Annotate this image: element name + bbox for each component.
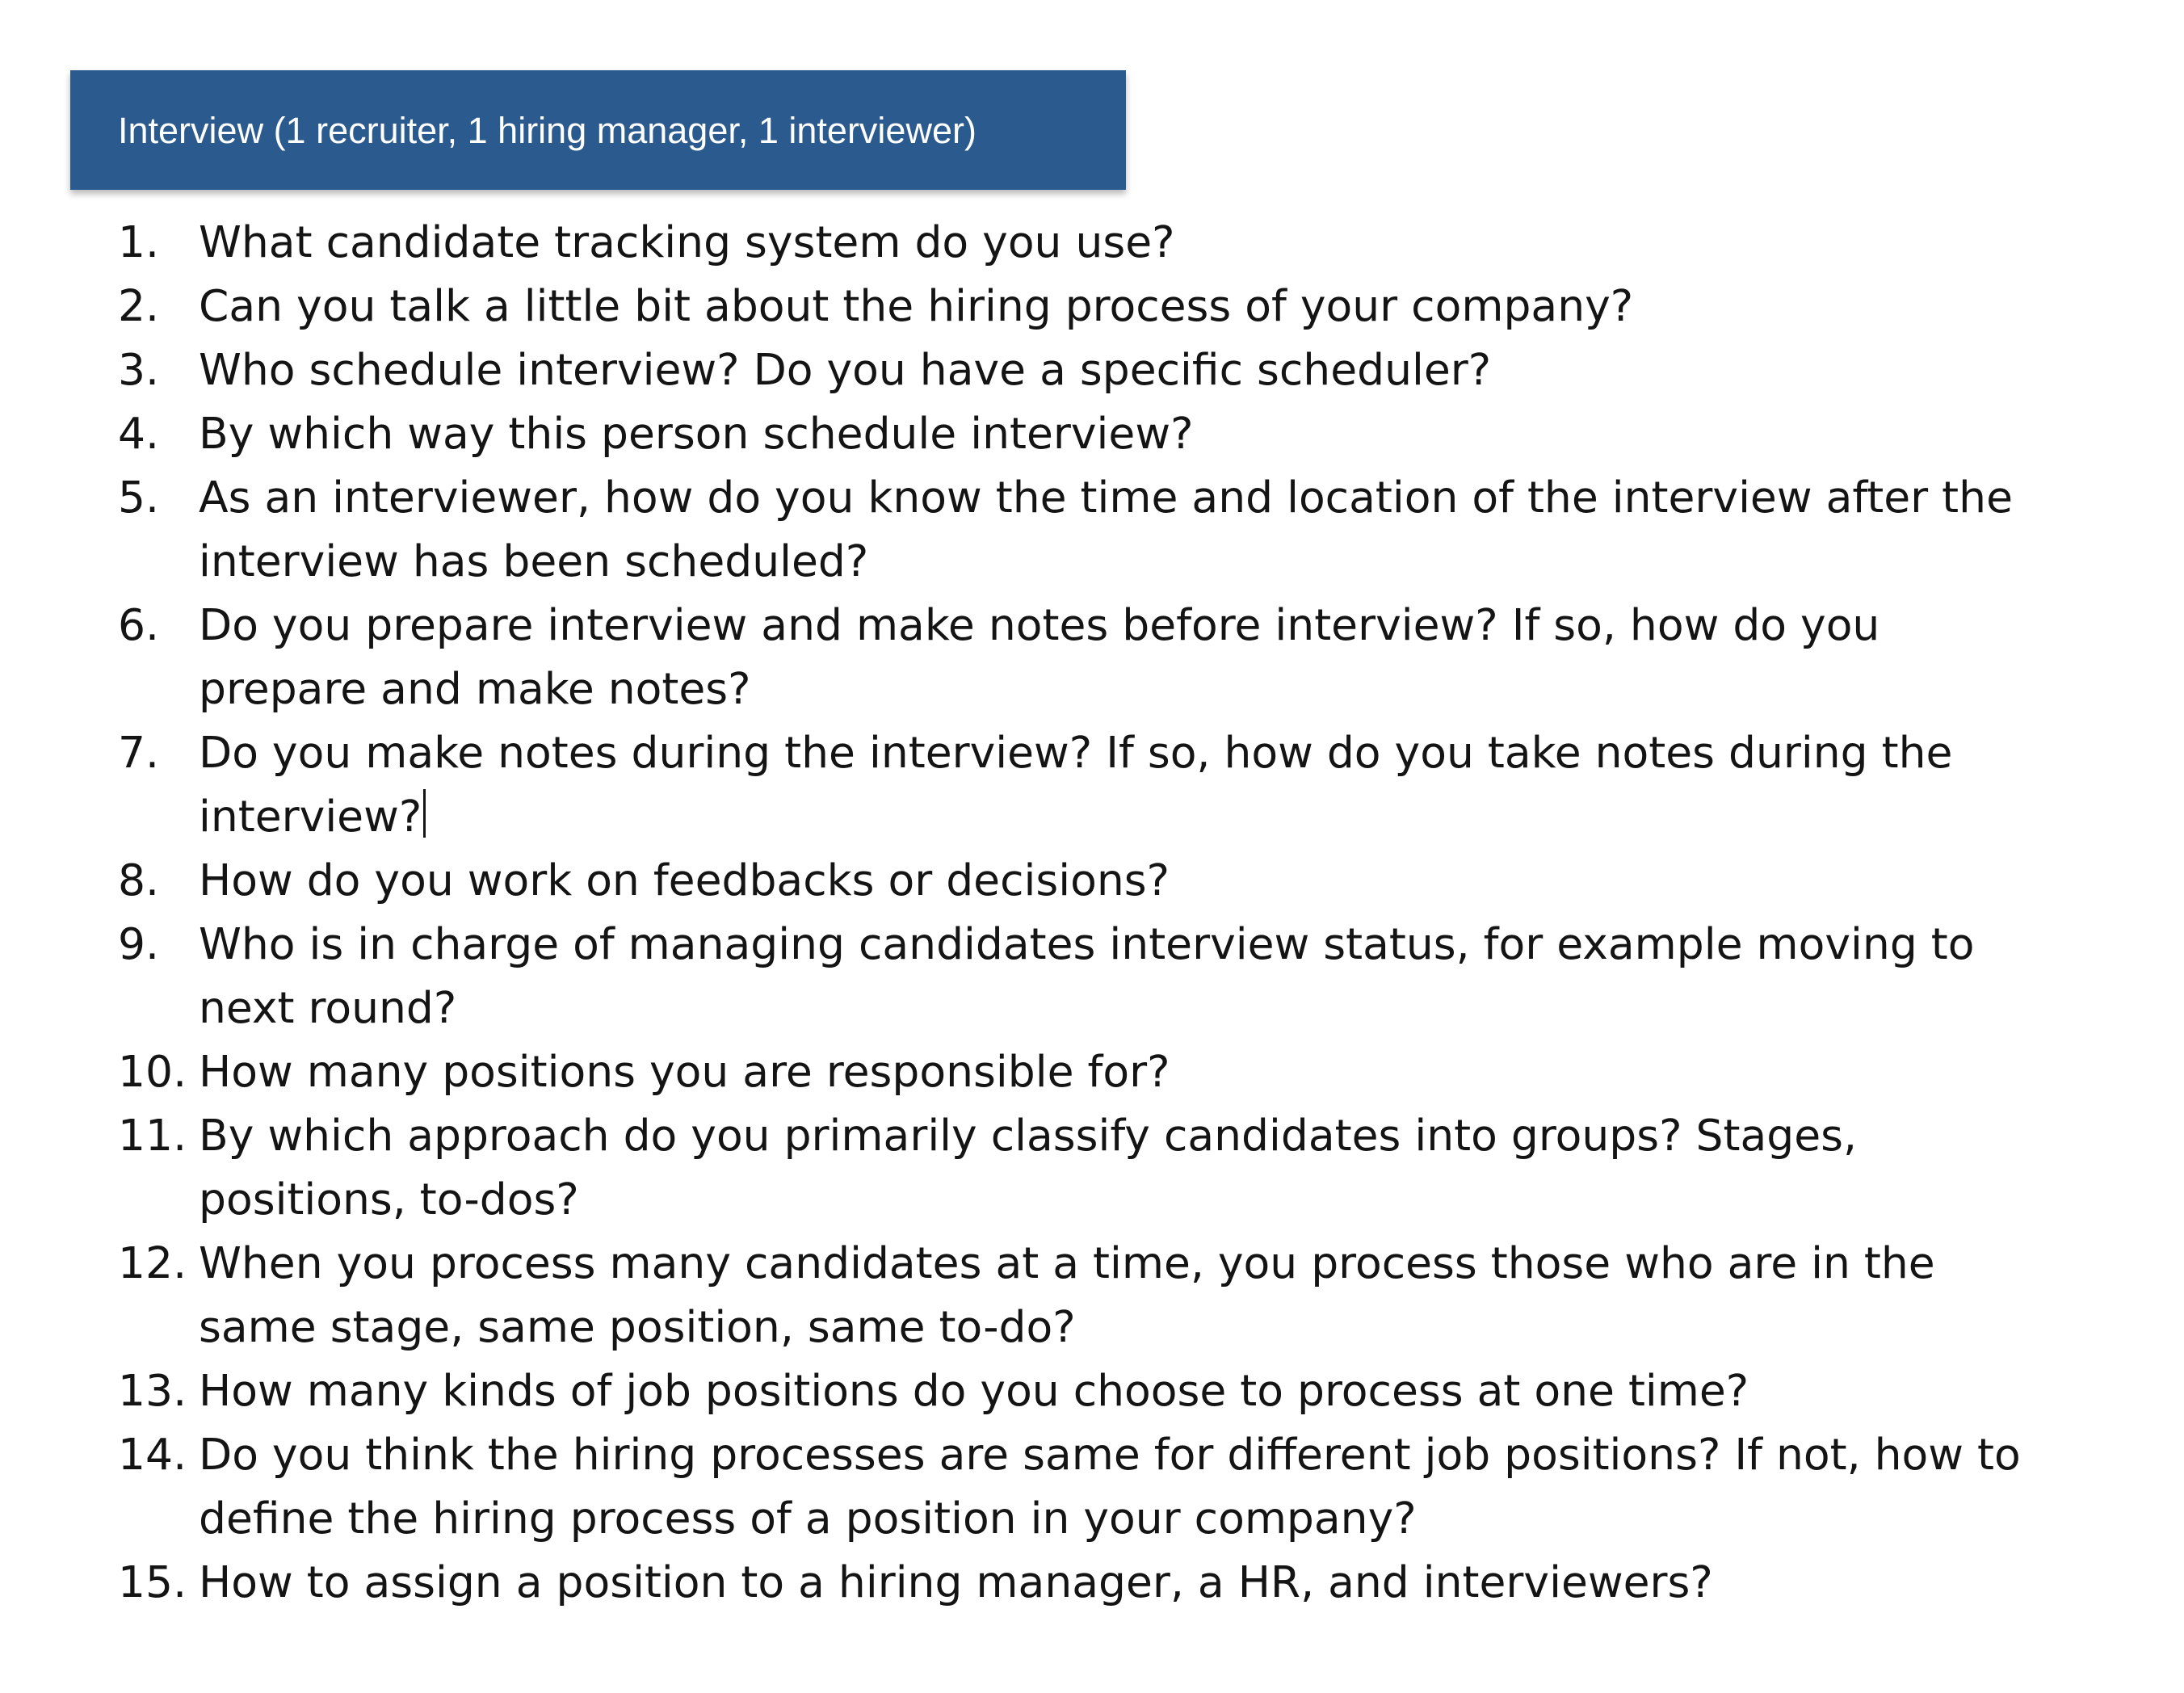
question-line: interview has been scheduled? [199, 536, 869, 586]
question-item: 2. Can you talk a little bit about the h… [118, 274, 2121, 338]
question-item: 6. Do you prepare interview and make not… [118, 593, 2121, 720]
question-line: define the hiring process of a position … [199, 1493, 1417, 1544]
question-number: 5. [118, 472, 160, 523]
question-line: How many kinds of job positions do you c… [199, 1365, 1749, 1416]
question-item: 7. Do you make notes during the intervie… [118, 720, 2121, 848]
question-list: 1. What candidate tracking system do you… [118, 210, 2121, 1614]
question-text: How many positions you are responsible f… [199, 1040, 2121, 1103]
question-number: 1. [118, 216, 160, 267]
question-line: same stage, same position, same to-do? [199, 1301, 1076, 1352]
question-item: 8. How do you work on feedbacks or decis… [118, 848, 2121, 912]
question-item: 3. Who schedule interview? Do you have a… [118, 338, 2121, 401]
question-item: 13. How many kinds of job positions do y… [118, 1359, 2121, 1422]
question-item: 12. When you process many candidates at … [118, 1231, 2121, 1359]
question-text: What candidate tracking system do you us… [199, 210, 2121, 274]
question-number: 9. [118, 918, 160, 969]
header-title: Interview (1 recruiter, 1 hiring manager… [118, 109, 976, 151]
question-item: 14. Do you think the hiring processes ar… [118, 1422, 2121, 1550]
question-text: How to assign a position to a hiring man… [199, 1550, 2121, 1614]
question-item: 15. How to assign a position to a hiring… [118, 1550, 2121, 1614]
question-number: 2. [118, 280, 160, 331]
question-number: 3. [118, 344, 160, 395]
question-line: next round? [199, 982, 457, 1033]
question-text: Who is in charge of managing candidates … [199, 912, 2121, 1040]
question-text: When you process many candidates at a ti… [199, 1231, 2121, 1359]
question-number: 8. [118, 855, 160, 905]
question-text: Who schedule interview? Do you have a sp… [199, 338, 2121, 401]
header-banner: Interview (1 recruiter, 1 hiring manager… [70, 70, 1126, 190]
text-cursor [423, 789, 426, 838]
question-line: What candidate tracking system do you us… [199, 216, 1175, 267]
question-number: 4. [118, 408, 160, 459]
question-line: How do you work on feedbacks or decision… [199, 855, 1170, 905]
question-line: As an interviewer, how do you know the t… [199, 472, 2013, 523]
question-line: Do you think the hiring processes are sa… [199, 1429, 2021, 1480]
question-text: As an interviewer, how do you know the t… [199, 465, 2121, 593]
question-number: 7. [118, 727, 160, 778]
question-text: Do you think the hiring processes are sa… [199, 1422, 2121, 1550]
question-text: Do you prepare interview and make notes … [199, 593, 2121, 720]
question-item: 10. How many positions you are responsib… [118, 1040, 2121, 1103]
question-item: 4. By which way this person schedule int… [118, 401, 2121, 465]
question-item: 1. What candidate tracking system do you… [118, 210, 2121, 274]
question-text: Can you talk a little bit about the hiri… [199, 274, 2121, 338]
question-text: By which approach do you primarily class… [199, 1103, 2121, 1231]
question-number: 12. [118, 1237, 187, 1288]
question-text: How do you work on feedbacks or decision… [199, 848, 2121, 912]
question-number: 14. [118, 1429, 187, 1480]
question-number: 11. [118, 1110, 187, 1161]
question-line: interview? [199, 791, 422, 842]
question-line: Who is in charge of managing candidates … [199, 918, 1975, 969]
question-line: How to assign a position to a hiring man… [199, 1556, 1713, 1607]
question-line: Who schedule interview? Do you have a sp… [199, 344, 1492, 395]
question-text: Do you make notes during the interview? … [199, 720, 2121, 848]
question-number: 6. [118, 599, 160, 650]
question-line: Do you prepare interview and make notes … [199, 599, 1880, 650]
question-text: By which way this person schedule interv… [199, 401, 2121, 465]
question-number: 13. [118, 1365, 187, 1416]
question-line: By which way this person schedule interv… [199, 408, 1194, 459]
question-line: Can you talk a little bit about the hiri… [199, 280, 1634, 331]
question-line: Do you make notes during the interview? … [199, 727, 1953, 778]
question-number: 15. [118, 1556, 187, 1607]
question-line: By which approach do you primarily class… [199, 1110, 1858, 1161]
question-line: prepare and make notes? [199, 663, 751, 714]
question-text: How many kinds of job positions do you c… [199, 1359, 2121, 1422]
question-line: When you process many candidates at a ti… [199, 1237, 1935, 1288]
question-item: 9. Who is in charge of managing candidat… [118, 912, 2121, 1040]
question-line: How many positions you are responsible f… [199, 1046, 1170, 1097]
question-item: 5. As an interviewer, how do you know th… [118, 465, 2121, 593]
question-number: 10. [118, 1046, 187, 1097]
question-line: positions, to-dos? [199, 1174, 579, 1225]
question-item: 11. By which approach do you primarily c… [118, 1103, 2121, 1231]
